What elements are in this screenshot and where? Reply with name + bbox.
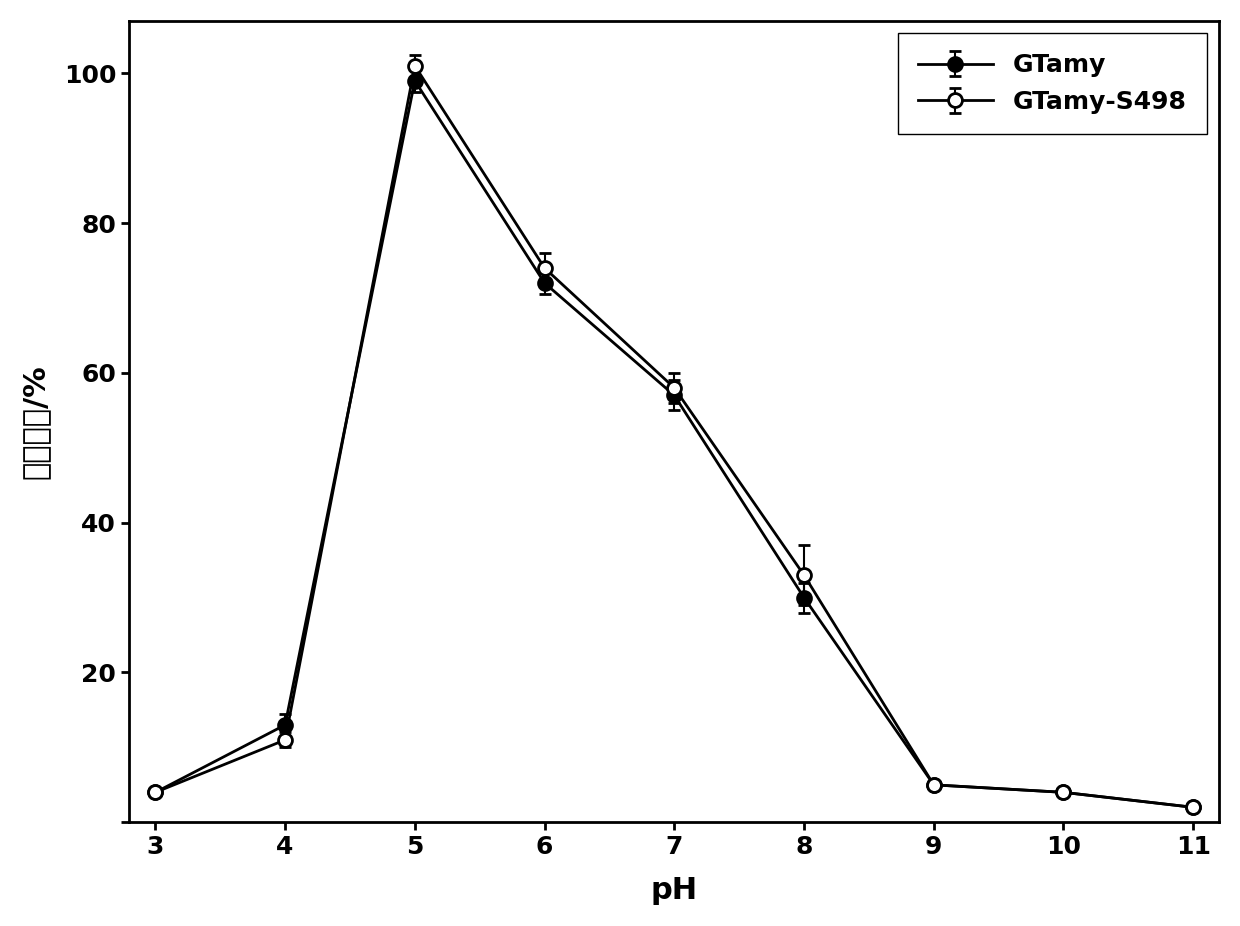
Legend: GTamy, GTamy-S498: GTamy, GTamy-S498 xyxy=(898,33,1207,134)
X-axis label: pH: pH xyxy=(651,876,698,906)
Y-axis label: 相对酶活/%: 相对酶活/% xyxy=(21,364,50,479)
